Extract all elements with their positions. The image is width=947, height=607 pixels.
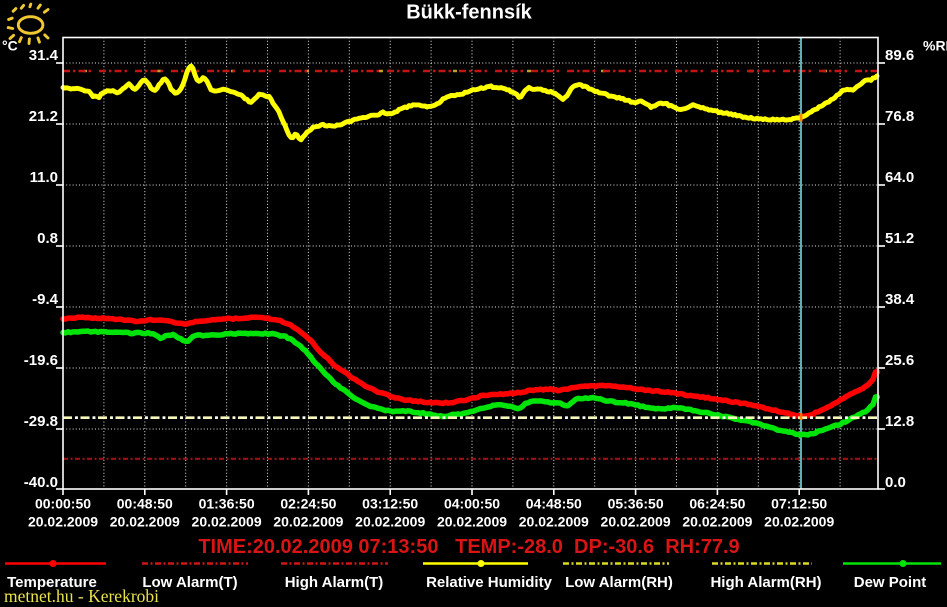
svg-text:20.02.2009: 20.02.2009 <box>764 514 834 530</box>
svg-text:20.02.2009: 20.02.2009 <box>682 514 752 530</box>
svg-text:0.0: 0.0 <box>885 474 906 491</box>
svg-text:20.02.2009: 20.02.2009 <box>28 514 98 530</box>
svg-text:Dew Point: Dew Point <box>854 574 927 591</box>
svg-text:02:24:50: 02:24:50 <box>280 496 336 512</box>
svg-text:-40.0: -40.0 <box>24 474 58 491</box>
svg-text:07:12:50: 07:12:50 <box>771 496 827 512</box>
svg-text:20.02.2009: 20.02.2009 <box>437 514 507 530</box>
svg-text:0.8: 0.8 <box>37 230 58 247</box>
svg-text:06:24:50: 06:24:50 <box>689 496 745 512</box>
svg-text:Temperature: Temperature <box>7 574 97 591</box>
svg-text:31.4: 31.4 <box>29 47 59 64</box>
svg-text:20.02.2009: 20.02.2009 <box>192 514 262 530</box>
svg-text:Low Alarm(T): Low Alarm(T) <box>142 574 237 591</box>
svg-text:20.02.2009: 20.02.2009 <box>355 514 425 530</box>
svg-text:03:12:50: 03:12:50 <box>362 496 418 512</box>
svg-text:20.02.2009: 20.02.2009 <box>519 514 589 530</box>
svg-text:20.02.2009: 20.02.2009 <box>273 514 343 530</box>
svg-text:12.8: 12.8 <box>885 413 914 430</box>
svg-text:-19.6: -19.6 <box>24 352 58 369</box>
svg-text:89.6: 89.6 <box>885 47 914 64</box>
svg-text:25.6: 25.6 <box>885 352 914 369</box>
svg-text:-29.8: -29.8 <box>24 413 58 430</box>
svg-text:°C: °C <box>2 38 18 54</box>
svg-text:00:48:50: 00:48:50 <box>117 496 173 512</box>
svg-text:High Alarm(RH): High Alarm(RH) <box>710 574 821 591</box>
svg-text:Relative Humidity: Relative Humidity <box>426 574 553 591</box>
svg-text:Bükk-fennsík: Bükk-fennsík <box>406 2 532 24</box>
svg-text:Low Alarm(RH): Low Alarm(RH) <box>565 574 673 591</box>
svg-text:-9.4: -9.4 <box>32 291 59 308</box>
svg-text:metnet.hu - Kerekrobi: metnet.hu - Kerekrobi <box>4 586 159 606</box>
svg-text:%RH: %RH <box>923 38 947 54</box>
svg-text:64.0: 64.0 <box>885 169 914 186</box>
svg-text:High Alarm(T): High Alarm(T) <box>285 574 384 591</box>
svg-text:05:36:50: 05:36:50 <box>608 496 664 512</box>
svg-text:01:36:50: 01:36:50 <box>199 496 255 512</box>
svg-text:20.02.2009: 20.02.2009 <box>601 514 671 530</box>
svg-text:20.02.2009: 20.02.2009 <box>110 514 180 530</box>
svg-text:51.2: 51.2 <box>885 230 914 247</box>
svg-text:76.8: 76.8 <box>885 108 914 125</box>
svg-text:38.4: 38.4 <box>885 291 915 308</box>
svg-text:TIME:20.02.2009 07:13:50 TEM: TIME:20.02.2009 07:13:50 TEMP:-28.0 DP:-… <box>198 536 739 558</box>
svg-text:04:00:50: 04:00:50 <box>444 496 500 512</box>
svg-text:11.0: 11.0 <box>30 169 58 186</box>
svg-text:21.2: 21.2 <box>29 108 58 125</box>
svg-text:00:00:50: 00:00:50 <box>35 496 91 512</box>
svg-text:04:48:50: 04:48:50 <box>526 496 582 512</box>
